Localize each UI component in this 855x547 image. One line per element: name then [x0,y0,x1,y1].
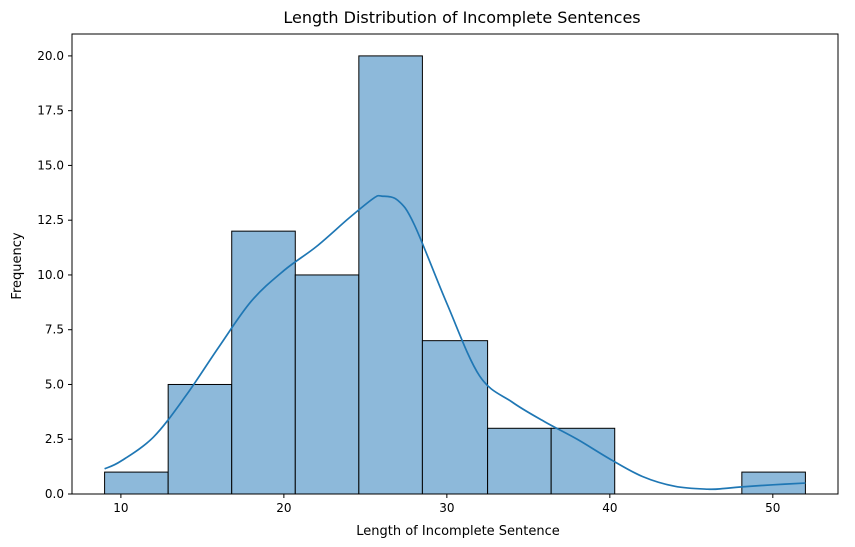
y-tick-label: 5.0 [45,377,64,391]
x-axis-label: Length of Incomplete Sentence [356,524,560,539]
x-tick-label: 30 [439,501,454,515]
y-tick-label: 15.0 [37,158,64,172]
y-axis-label: Frequency [10,232,25,299]
x-tick-label: 10 [113,501,128,515]
x-tick-label: 50 [765,501,780,515]
y-tick-label: 7.5 [45,323,64,337]
y-tick-label: 17.5 [37,104,64,118]
histogram-bar [104,471,169,495]
histogram-bar [487,427,552,495]
y-tick-label: 10.0 [37,268,64,282]
x-tick-label: 20 [276,501,291,515]
histogram-bar [167,383,233,495]
histogram-bar [231,230,296,495]
x-tick-label: 40 [602,501,617,515]
histogram-bar [358,55,423,495]
histogram-bar [294,274,360,495]
y-tick-label: 20.0 [37,49,64,63]
histogram-bar [550,427,616,495]
y-tick-label: 0.0 [45,487,64,501]
kde-curve [104,194,806,491]
y-tick-label: 2.5 [45,432,64,446]
x-axis-ticks: 10 20 30 40 50 [113,494,780,515]
histogram-bars [104,55,806,495]
histogram-bar [421,340,489,495]
y-axis-ticks: 0.0 2.5 5.0 7.5 10.0 12.5 15.0 17.5 20.0 [37,49,72,501]
chart-title: Length Distribution of Incomplete Senten… [283,8,640,27]
plot-frame [71,33,839,495]
y-tick-label: 12.5 [37,213,64,227]
